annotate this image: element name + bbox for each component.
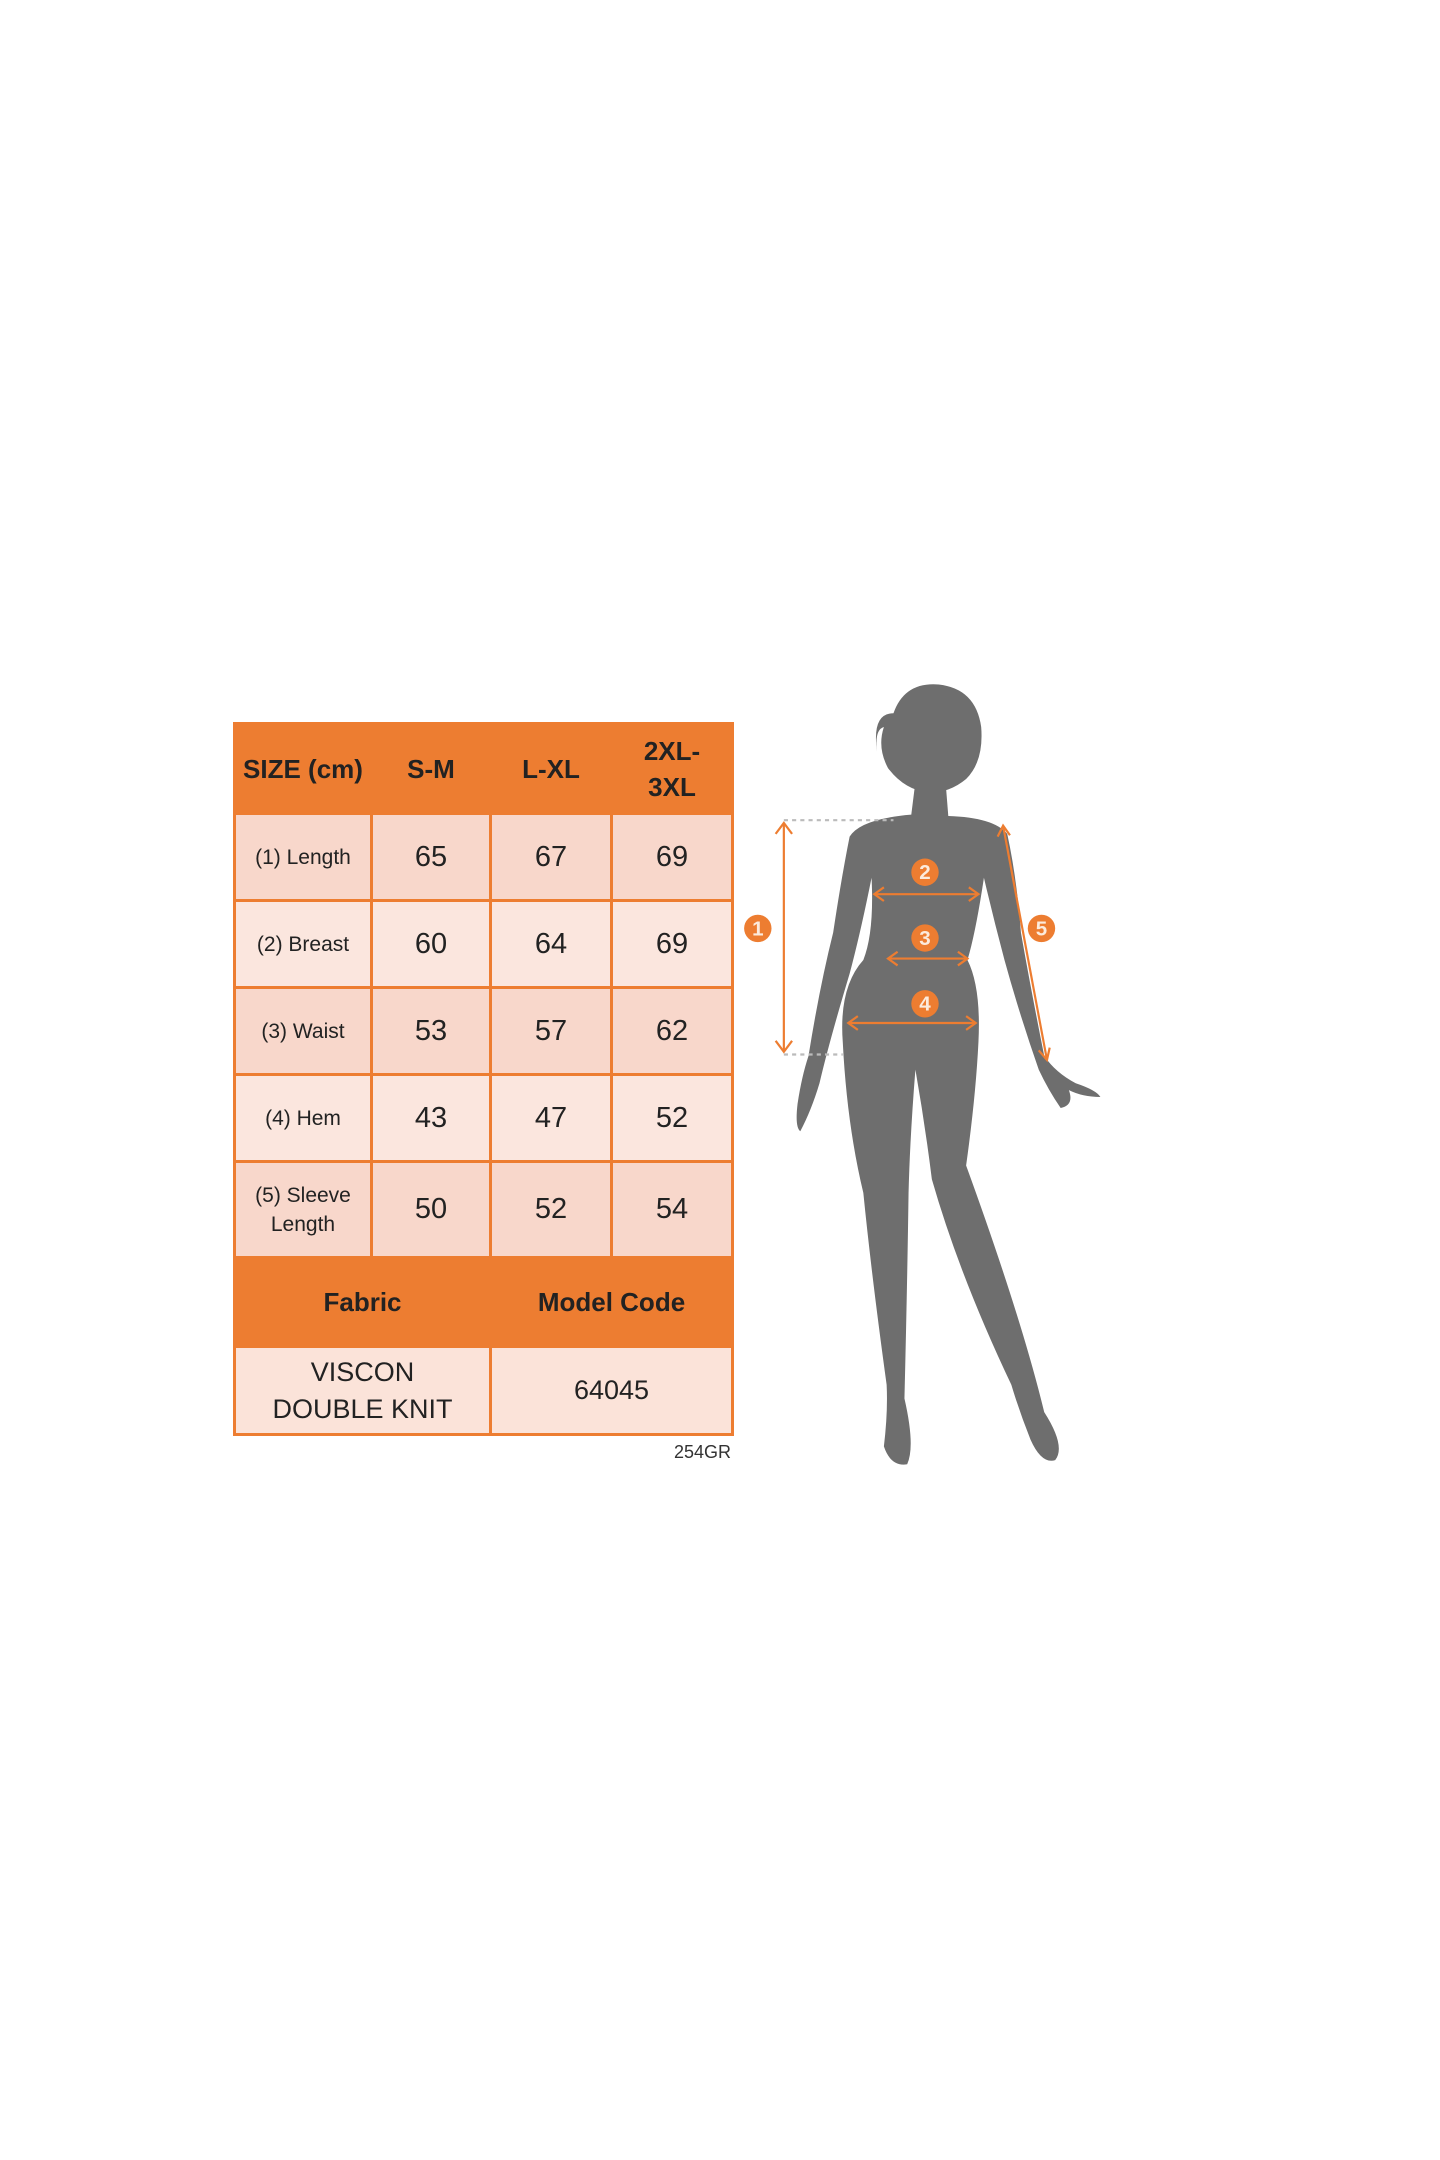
marker-4: 4 <box>919 993 931 1016</box>
marker-1: 1 <box>752 917 763 940</box>
woman-silhouette <box>796 684 1101 1465</box>
cell-value: 65 <box>370 812 492 902</box>
marker-circle-5 <box>1027 914 1056 943</box>
sleeve-arrow <box>1002 825 1049 1061</box>
measurement-guides <box>774 819 1051 1063</box>
marker-2: 2 <box>919 861 930 884</box>
cell-value: 43 <box>370 1073 492 1163</box>
cell-value: 52 <box>610 1073 734 1163</box>
cell-value: 62 <box>610 986 734 1076</box>
size-header: SIZE (cm) <box>233 722 373 815</box>
fabric-row: VISCON DOUBLE KNIT 64045 <box>233 1345 734 1436</box>
measurement-markers: 1 2 3 4 5 <box>744 858 1056 1018</box>
row-label: (2) Breast <box>233 899 373 989</box>
size-chart-table: SIZE (cm) S-M L-XL 2XL-3XL (1) Length 65… <box>233 722 734 1436</box>
cell-value: 60 <box>370 899 492 989</box>
cell-value: 52 <box>489 1160 613 1259</box>
row-label: (1) Length <box>233 812 373 902</box>
table-row: (5) Sleeve Length 50 52 54 <box>233 1160 734 1259</box>
cell-value: 69 <box>610 899 734 989</box>
table-row: (1) Length 65 67 69 <box>233 812 734 902</box>
model-code-header: Model Code <box>489 1256 734 1348</box>
size-column-header: S-M <box>370 722 492 815</box>
model-code-value: 64045 <box>489 1345 734 1436</box>
cell-value: 57 <box>489 986 613 1076</box>
row-label: (4) Hem <box>233 1073 373 1163</box>
marker-circle-3 <box>911 924 939 952</box>
cell-value: 67 <box>489 812 613 902</box>
size-column-header: 2XL-3XL <box>610 722 734 815</box>
size-column-header: L-XL <box>489 722 613 815</box>
marker-circle-1 <box>744 914 772 943</box>
cell-value: 64 <box>489 899 613 989</box>
marker-3: 3 <box>919 927 930 950</box>
fabric-header: Fabric <box>233 1256 492 1348</box>
row-label: (3) Waist <box>233 986 373 1076</box>
cell-value: 69 <box>610 812 734 902</box>
marker-circle-4 <box>911 990 939 1018</box>
table-row: (4) Hem 43 47 52 <box>233 1073 734 1163</box>
header-row: SIZE (cm) S-M L-XL 2XL-3XL <box>233 722 734 815</box>
body-measurement-figure: 1 2 3 4 5 <box>744 684 1101 1465</box>
cell-value: 47 <box>489 1073 613 1163</box>
footer-code: 254GR <box>673 1442 731 1462</box>
cell-value: 54 <box>610 1160 734 1259</box>
marker-circle-2 <box>911 858 939 886</box>
fabric-header-row: Fabric Model Code <box>233 1256 734 1348</box>
table-row: (3) Waist 53 57 62 <box>233 986 734 1076</box>
cell-value: 50 <box>370 1160 492 1259</box>
marker-5: 5 <box>1036 917 1047 940</box>
cell-value: 53 <box>370 986 492 1076</box>
fabric-value: VISCON DOUBLE KNIT <box>233 1345 492 1436</box>
table-row: (2) Breast 60 64 69 <box>233 899 734 989</box>
row-label: (5) Sleeve Length <box>233 1160 373 1259</box>
